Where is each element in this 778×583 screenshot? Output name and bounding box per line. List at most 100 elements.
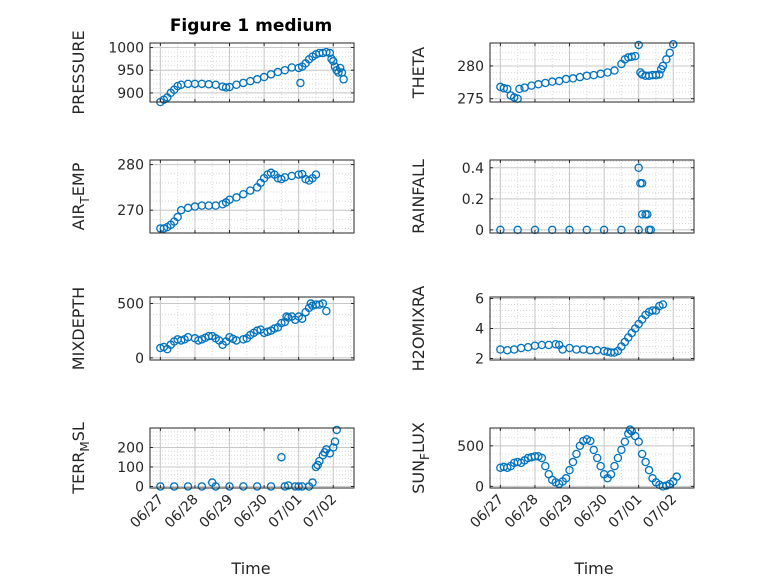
data-point	[313, 460, 322, 470]
y-tick-label: 0	[135, 479, 144, 495]
data-point	[197, 482, 207, 491]
data-point	[630, 51, 640, 61]
data-point	[330, 437, 340, 446]
panel-3: 270 280 AIRTEMP	[69, 158, 355, 234]
y-tick-label: 500	[457, 439, 484, 455]
data-point	[641, 457, 650, 467]
data-point	[327, 54, 336, 64]
plot-area	[490, 428, 694, 488]
x-tick-label: 06/30	[571, 492, 611, 532]
data-point	[225, 482, 234, 491]
axes-box	[149, 296, 355, 361]
axes-box	[489, 42, 695, 103]
data-point	[515, 84, 524, 94]
data-point	[637, 210, 647, 219]
data-point	[173, 212, 182, 222]
data-point	[294, 170, 303, 179]
y-tick-label: 2	[475, 352, 484, 368]
axes-box	[489, 159, 695, 234]
data-point	[282, 312, 291, 321]
y-tick-label: 0.4	[462, 161, 484, 177]
y-axis-label: TERRMSL	[69, 422, 92, 495]
axes-box	[149, 42, 355, 103]
data-point	[259, 72, 269, 82]
data-point	[221, 83, 231, 92]
data-point	[643, 210, 652, 219]
panel-6: 2 4 6 H2OMIXRA	[409, 286, 695, 371]
x-tick-label: 07/01	[606, 492, 646, 532]
y-axis-label: SUNFLUX	[409, 422, 432, 494]
data-point	[169, 482, 179, 491]
x-tick-label: 07/02	[300, 492, 340, 532]
plot-area	[150, 297, 354, 360]
data-point	[270, 324, 279, 333]
panel-4: 0 0.2 0.4 RAINFALL	[409, 159, 695, 239]
data-point	[318, 299, 328, 308]
y-axis-label: MIXDEPTH	[69, 287, 88, 370]
y-tick-label: 4	[475, 322, 484, 338]
data-point	[637, 179, 647, 188]
y-tick-label: 900	[117, 86, 144, 102]
data-point	[610, 66, 619, 75]
data-point	[308, 478, 317, 487]
x-tick-label: 06/30	[231, 492, 271, 532]
data-point	[246, 186, 255, 195]
y-tick-label: 280	[457, 59, 484, 75]
data-point	[334, 68, 343, 77]
data-point	[665, 48, 675, 58]
x-tick-label: 06/27	[467, 492, 507, 532]
data-point	[568, 457, 578, 467]
data-point	[194, 336, 203, 345]
data-point	[596, 461, 605, 471]
panel-1: 900 950 1000 PRESSURE	[69, 30, 355, 115]
x-tick-label: 07/01	[266, 492, 306, 532]
data-point	[644, 465, 654, 475]
data-point	[322, 306, 331, 316]
data-point	[541, 461, 550, 471]
y-axis-label: PRESSURE	[69, 30, 88, 114]
y-tick-label: 950	[117, 63, 144, 79]
data-point	[239, 482, 248, 491]
data-point	[617, 445, 626, 455]
data-point	[606, 469, 616, 479]
data-point	[565, 465, 574, 475]
data-point	[669, 40, 678, 49]
axes-box	[149, 427, 355, 489]
data-point	[620, 437, 630, 447]
axes-box	[149, 159, 355, 234]
y-tick-label: 0.2	[462, 192, 484, 208]
y-tick-label: 100	[117, 460, 144, 476]
data-point	[634, 163, 643, 173]
y-tick-label: 275	[457, 92, 484, 108]
data-point	[503, 84, 512, 94]
y-tick-label: 280	[117, 158, 144, 174]
x-axis-label-left: Time	[230, 559, 270, 578]
y-tick-label: 0	[475, 479, 484, 495]
data-point	[322, 47, 331, 57]
data-point	[613, 453, 623, 463]
axes-box	[489, 427, 695, 489]
data-point	[315, 300, 324, 309]
data-point	[329, 443, 338, 452]
data-point	[294, 482, 303, 491]
data-point	[551, 339, 560, 349]
data-point	[280, 65, 290, 75]
data-point	[306, 299, 316, 308]
data-point	[325, 48, 335, 58]
y-axis-label: THETA	[409, 47, 428, 99]
data-point	[266, 482, 276, 491]
data-point	[339, 75, 348, 84]
data-point	[625, 425, 635, 434]
data-point	[637, 449, 647, 459]
y-tick-label: 1000	[108, 41, 144, 57]
x-axis-label-right: Time	[573, 559, 613, 578]
plot-area	[150, 160, 354, 233]
x-tick-label: 06/28	[162, 492, 202, 532]
data-point	[627, 52, 637, 62]
data-point	[296, 78, 305, 88]
x-tick-label: 06/29	[537, 492, 577, 532]
plot-area	[490, 160, 694, 233]
data-point	[280, 482, 290, 491]
